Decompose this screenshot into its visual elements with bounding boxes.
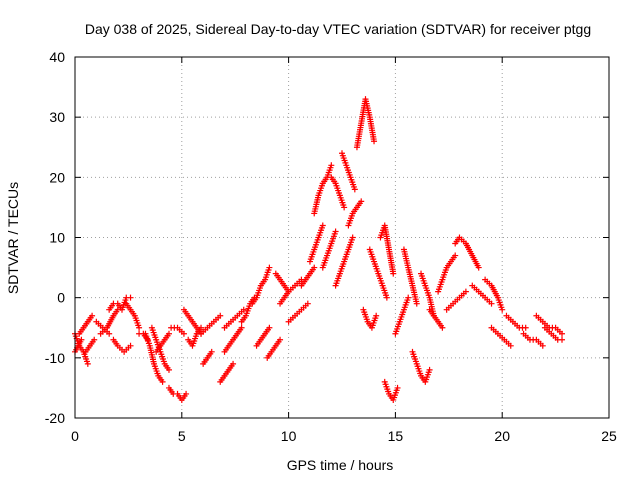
x-tick-label: 10 bbox=[281, 428, 297, 444]
data-point bbox=[238, 324, 245, 331]
data-point bbox=[341, 204, 348, 211]
data-point bbox=[452, 252, 459, 259]
data-point bbox=[180, 330, 187, 337]
data-point bbox=[488, 300, 495, 307]
data-point bbox=[311, 264, 318, 271]
x-tick-label: 0 bbox=[71, 428, 79, 444]
data-point bbox=[89, 312, 96, 319]
data-point bbox=[559, 330, 566, 337]
x-tick-label: 5 bbox=[178, 428, 186, 444]
data-point bbox=[349, 234, 356, 241]
y-tick-label: 0 bbox=[57, 290, 65, 306]
data-point bbox=[136, 324, 143, 331]
data-point bbox=[383, 294, 390, 301]
data-point bbox=[439, 324, 446, 331]
data-point bbox=[328, 162, 335, 169]
y-tick-label: -10 bbox=[45, 350, 65, 366]
data-point bbox=[559, 336, 566, 343]
data-point bbox=[266, 324, 273, 331]
data-point bbox=[319, 222, 326, 229]
data-point bbox=[304, 300, 311, 307]
data-point bbox=[522, 324, 529, 331]
data-point bbox=[183, 390, 190, 397]
x-tick-label: 25 bbox=[601, 428, 617, 444]
data-point bbox=[230, 360, 237, 367]
data-point bbox=[475, 264, 482, 271]
data-point bbox=[78, 336, 85, 343]
data-point bbox=[462, 288, 469, 295]
data-point bbox=[539, 342, 546, 349]
x-tick-label: 15 bbox=[388, 428, 404, 444]
data-point bbox=[507, 342, 514, 349]
data-point bbox=[332, 228, 339, 235]
y-tick-label: 20 bbox=[49, 169, 65, 185]
data-point bbox=[165, 366, 172, 373]
x-axis-label: GPS time / hours bbox=[287, 457, 394, 473]
data-point bbox=[159, 378, 166, 385]
data-point bbox=[240, 306, 247, 313]
grid bbox=[75, 57, 609, 418]
data-point bbox=[127, 342, 134, 349]
data-point bbox=[208, 348, 215, 355]
axis-ticks: 0 5 10 15 20 25 -20 -10 0 10 20 30 40 bbox=[45, 49, 617, 444]
data-point bbox=[405, 294, 412, 301]
data-point bbox=[91, 336, 98, 343]
data-point bbox=[198, 324, 205, 331]
data-point bbox=[499, 306, 506, 313]
data-point bbox=[358, 198, 365, 205]
data-points bbox=[72, 96, 566, 403]
x-tick-label: 20 bbox=[494, 428, 510, 444]
data-point bbox=[351, 186, 358, 193]
data-point bbox=[127, 294, 134, 301]
data-point bbox=[266, 264, 273, 271]
data-point bbox=[84, 360, 91, 367]
data-point bbox=[373, 312, 380, 319]
data-point bbox=[165, 330, 172, 337]
data-point bbox=[426, 366, 433, 373]
data-point bbox=[394, 384, 401, 391]
chart-title: Day 038 of 2025, Sidereal Day-to-day VTE… bbox=[85, 21, 591, 37]
data-point bbox=[413, 300, 420, 307]
data-point bbox=[277, 336, 284, 343]
data-point bbox=[217, 312, 224, 319]
data-point bbox=[371, 138, 378, 145]
data-point bbox=[106, 330, 113, 337]
y-tick-label: 30 bbox=[49, 109, 65, 125]
y-tick-label: -20 bbox=[45, 410, 65, 426]
data-point bbox=[390, 270, 397, 277]
y-tick-label: 10 bbox=[49, 230, 65, 246]
y-axis-label: SDTVAR / TECUs bbox=[5, 182, 21, 294]
y-tick-label: 40 bbox=[49, 49, 65, 65]
